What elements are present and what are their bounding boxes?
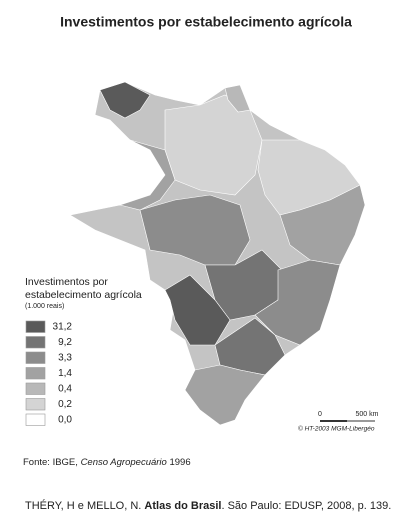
citation-text: Atlas do Brasil bbox=[144, 500, 221, 512]
map-title: Investimentos por estabelecimento agríco… bbox=[60, 14, 352, 30]
scale-bar: 0 500 km © HT-2003 MGM-Libergéo bbox=[298, 411, 379, 433]
legend-label: 0,2 bbox=[58, 399, 72, 410]
legend: Investimentos por estabelecimento agríco… bbox=[25, 276, 142, 426]
legend-swatch bbox=[25, 382, 46, 395]
scale-label: 500 km bbox=[356, 411, 379, 418]
region-southeast bbox=[254, 259, 341, 346]
region-roraima bbox=[99, 81, 151, 119]
legend-label: 0,4 bbox=[58, 383, 72, 394]
legend-label: 31,2 bbox=[53, 321, 73, 332]
legend-swatch bbox=[25, 351, 46, 364]
legend-swatch bbox=[25, 398, 46, 411]
source-text: Censo Agropecuário bbox=[81, 457, 167, 468]
legend-unit: (1.000 reais) bbox=[25, 303, 64, 310]
source: Fonte: IBGE, Censo Agropecuário 1996 bbox=[23, 457, 191, 468]
legend-label: 3,3 bbox=[58, 352, 72, 363]
citation: THÉRY, H e MELLO, N. Atlas do Brasil. Sã… bbox=[25, 499, 391, 512]
legend-swatch bbox=[25, 320, 46, 333]
region-amazonas-south bbox=[118, 139, 176, 211]
legend-label: 9,2 bbox=[58, 337, 72, 348]
legend-swatch bbox=[25, 413, 46, 426]
legend-label: 1,4 bbox=[58, 368, 72, 379]
legend-title: estabelecimento agrícola bbox=[25, 289, 142, 301]
scale-label: 0 bbox=[318, 411, 322, 418]
region-south bbox=[184, 364, 266, 426]
citation-text: THÉRY, H e MELLO, N. bbox=[25, 499, 144, 512]
brazil-map bbox=[29, 81, 366, 426]
map-credit: © HT-2003 MGM-Libergéo bbox=[298, 425, 375, 433]
source-text: 1996 bbox=[167, 457, 191, 468]
legend-swatch bbox=[25, 336, 46, 349]
legend-title: Investimentos por bbox=[25, 276, 108, 288]
source-text: Fonte: IBGE, bbox=[23, 457, 81, 468]
citation-text: . São Paulo: EDUSP, 2008, p. 139. bbox=[221, 500, 391, 512]
region-bahia bbox=[279, 184, 366, 266]
legend-swatch bbox=[25, 367, 46, 380]
legend-label: 0,0 bbox=[58, 414, 72, 425]
region-amapa bbox=[224, 84, 251, 113]
